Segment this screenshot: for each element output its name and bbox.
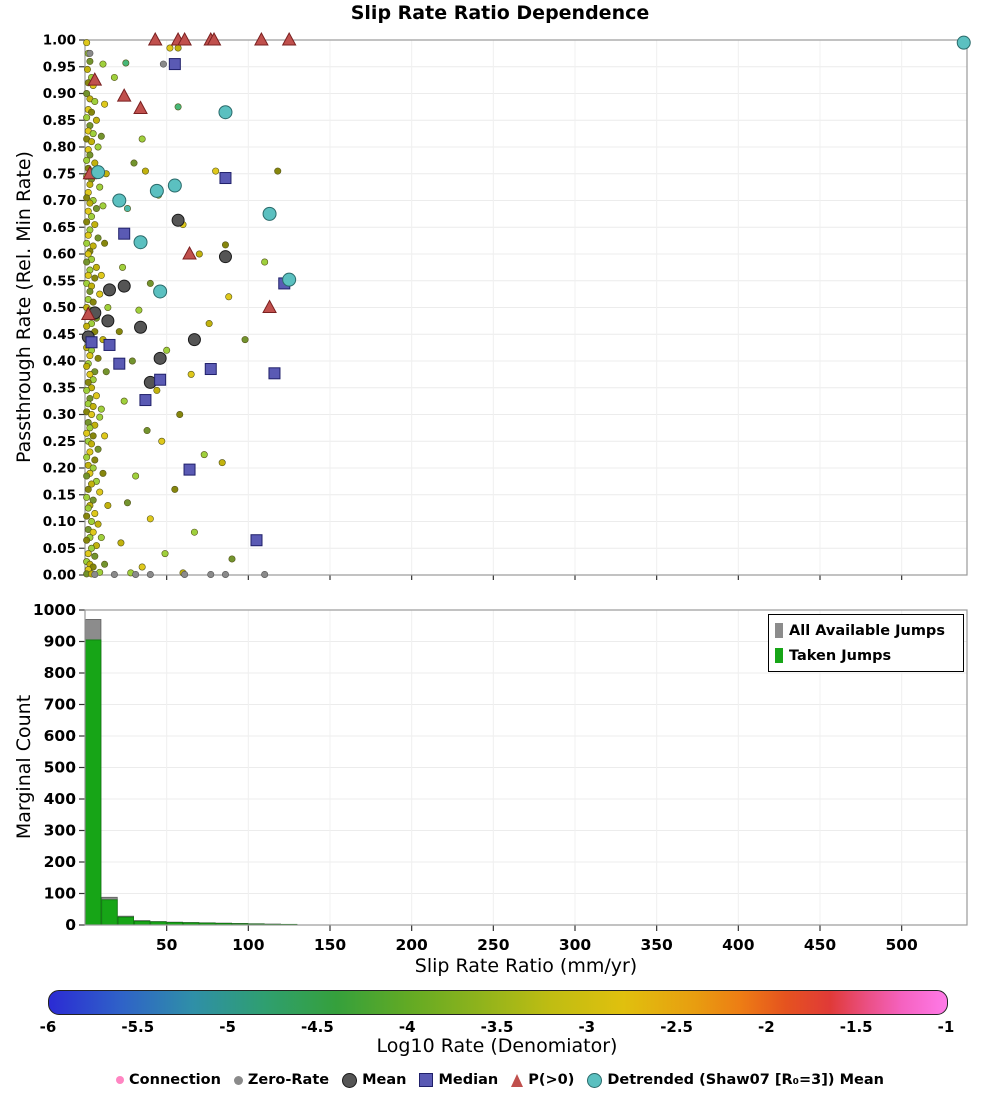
colorbar-tick-label: -3.5: [480, 1018, 514, 1036]
hist-y-axis: 0 100 200 300 400 500 600 700 800 900 1000: [33, 601, 85, 934]
colorbar: [48, 990, 948, 1015]
hist-y-tick-label: 500: [44, 759, 77, 777]
scatter-median-markers: [85, 58, 291, 547]
hist-y-tick-label: 100: [44, 885, 77, 903]
hist-y-tick-label: 0: [65, 916, 76, 934]
marker-legend-label: Median: [438, 1072, 499, 1088]
hist-bars-all-available: [85, 619, 298, 926]
zero-rate-marker-icon: [233, 1075, 243, 1085]
hist-y-tick-label: 200: [44, 853, 77, 871]
marker-legend-item: P(>0): [511, 1072, 574, 1088]
scatter-p-gt0-markers: [80, 31, 297, 320]
connection-marker-icon: [116, 1076, 125, 1084]
hist-x-tick-label: 100: [232, 936, 265, 954]
colorbar-tick-label: -4: [398, 1018, 416, 1036]
scatter-y-axis: 0.00 0.05 0.10 0.15 0.20 0.25 0.30 0.35 0.40 0.45…: [43, 33, 903, 584]
hist-x-tick-label: 300: [559, 936, 592, 954]
marker-legend: Connection Zero-Rate Mean Median P(>0) Detren…: [0, 1072, 1000, 1088]
hist-legend-item: All Available Jumps: [775, 618, 957, 643]
median-marker-icon: [419, 1073, 434, 1087]
marker-legend-item: Connection: [116, 1072, 221, 1088]
hist-y-tick-label: 800: [44, 664, 77, 682]
marker-legend-item: Detrended (Shaw07 [R₀=3]) Mean: [587, 1072, 884, 1088]
colorbar-tick-label: -1.5: [839, 1018, 873, 1036]
mean-marker-icon: [342, 1072, 358, 1088]
legend-label: Taken Jumps: [789, 647, 892, 664]
scatter-y-tick-label: 0.80: [43, 140, 76, 156]
hist-y-tick-label: 900: [44, 633, 77, 651]
chart-title: Slip Rate Ratio Dependence: [350, 2, 650, 24]
hist-y-tick-label: 400: [44, 790, 77, 808]
colorbar-tick-label: -4.5: [300, 1018, 334, 1036]
x-axis-label: Slip Rate Ratio (mm/yr): [414, 955, 638, 977]
scatter-y-tick-label: 0.55: [43, 273, 76, 289]
scatter-y-tick-label: 0.20: [43, 461, 76, 477]
detrended-marker-icon: [587, 1072, 603, 1088]
marker-legend-label: Zero-Rate: [247, 1072, 330, 1088]
scatter-y-tick-label: 0.15: [43, 487, 76, 503]
colorbar-tick-label: -3: [578, 1018, 596, 1036]
hist-frame: [84, 609, 968, 926]
marker-legend-item: Median: [419, 1072, 498, 1088]
colorbar-label: Log10 Rate (Denomiator): [376, 1035, 618, 1057]
scatter-y-tick-label: 0.85: [43, 113, 76, 129]
colorbar-tick-label: -2.5: [660, 1018, 693, 1036]
colorbar-tick-label: -1: [937, 1018, 955, 1036]
hist-x-tick-label: 200: [395, 936, 428, 954]
hist-legend-item: Taken Jumps: [775, 643, 957, 668]
colorbar-tick-label: -6: [39, 1018, 57, 1036]
hist-x-tick-label: 450: [804, 936, 837, 954]
hist-x-tick-label: 50: [156, 936, 178, 954]
scatter-grid: [85, 39, 967, 576]
scatter-y-tick-label: 0.65: [43, 220, 76, 236]
scatter-y-tick-label: 0.90: [43, 86, 76, 102]
hist-y-tick-label: 1000: [33, 601, 76, 619]
scatter-y-tick-label: 0.05: [43, 541, 76, 557]
hist-y-tick-label: 600: [44, 727, 77, 745]
scatter-y-tick-label: 0.95: [43, 59, 76, 75]
colorbar-ticks: -6 -5.5 -5 -4.5 -4 -3.5 -3 -2.5 -2 -1.5 -1: [40, 1018, 955, 1036]
legend-swatch-icon: [775, 648, 783, 663]
scatter-y-tick-label: 0.25: [43, 434, 76, 450]
marker-legend-label: P(>0): [528, 1072, 575, 1088]
scatter-y-tick-label: 0.40: [43, 354, 76, 370]
marker-legend-label: Mean: [362, 1072, 407, 1088]
scatter-y-tick-label: 0.60: [43, 247, 76, 263]
hist-y-tick-label: 300: [44, 822, 77, 840]
scatter-y-tick-label: 0.10: [43, 514, 76, 530]
colorbar-tick-label: -2: [758, 1018, 775, 1036]
hist-x-tick-label: 250: [477, 936, 510, 954]
legend-swatch-icon: [775, 623, 783, 638]
p-gt0-marker-icon: [511, 1073, 524, 1087]
hist-x-tick-label: 350: [640, 936, 673, 954]
marker-legend-label: Connection: [129, 1072, 221, 1088]
scatter-y-tick-label: 1.00: [43, 33, 76, 49]
hist-y-tick-label: 700: [44, 696, 77, 714]
scatter-y-tick-label: 0.75: [43, 166, 76, 182]
hist-x-axis: 50 100 150 200 250 300 350 400 450 500: [156, 925, 918, 954]
histogram-legend: All Available Jumps Taken Jumps: [768, 614, 964, 672]
scatter-y-tick-label: 0.00: [43, 568, 76, 584]
hist-x-tick-label: 400: [722, 936, 755, 954]
legend-label: All Available Jumps: [789, 622, 945, 639]
marker-legend-item: Zero-Rate: [233, 1072, 330, 1088]
colorbar-tick-label: -5: [219, 1018, 236, 1036]
marker-legend-label: Detrended (Shaw07 [R₀=3]) Mean: [607, 1072, 884, 1088]
scatter-detrended-markers: [91, 35, 971, 299]
scatter-y-tick-label: 0.70: [43, 193, 76, 209]
scatter-y-tick-label: 0.45: [43, 327, 76, 343]
scatter-y-tick-label: 0.30: [43, 407, 76, 423]
hist-x-tick-label: 500: [885, 936, 918, 954]
colorbar-tick-label: -5.5: [121, 1018, 155, 1036]
marker-legend-item: Mean: [342, 1072, 406, 1088]
scatter-y-tick-label: 0.50: [43, 300, 76, 316]
scatter-zero-rate-dots: [86, 49, 269, 578]
hist-x-tick-label: 150: [314, 936, 347, 954]
scatter-y-tick-label: 0.35: [43, 380, 76, 396]
hist-bars-taken: [85, 639, 298, 926]
